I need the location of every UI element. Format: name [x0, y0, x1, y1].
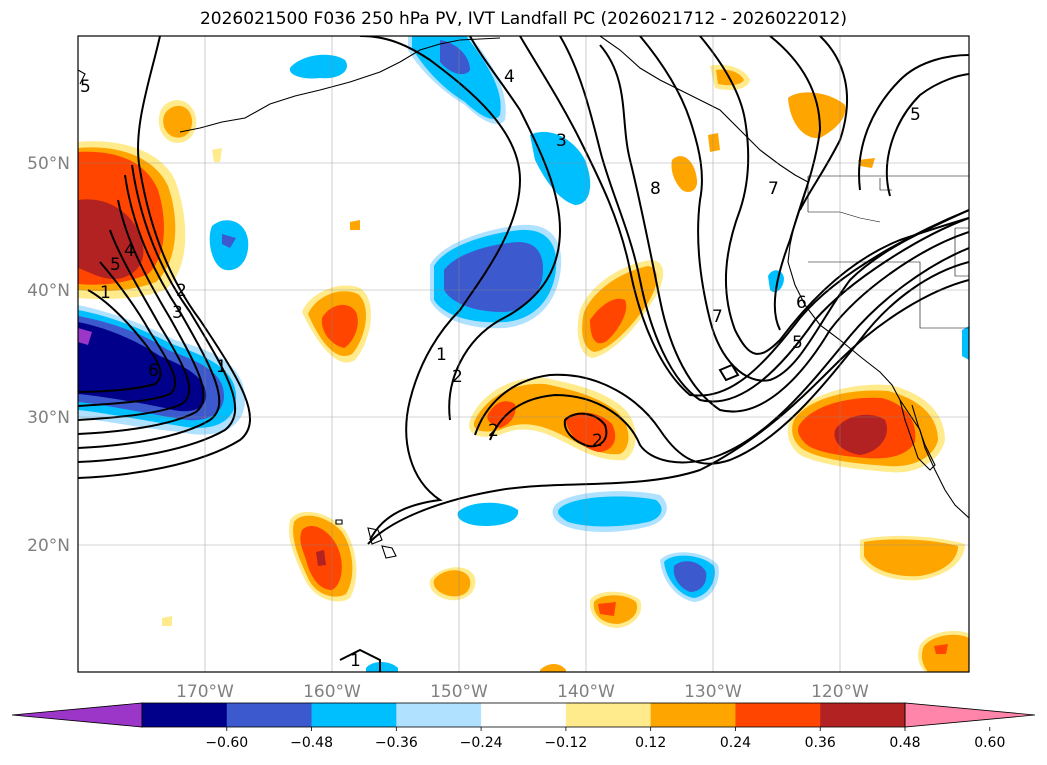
map-content: 4 3 8 7 6 5 1 2 7 5 5 4 5 2 3 6 1 1 2 2 … — [78, 36, 969, 672]
contour-label: 1 — [436, 345, 447, 365]
colorbar-tick-label: −0.48 — [290, 735, 333, 751]
colorbar-extend-low — [11, 702, 143, 728]
contour-labels: 4 3 8 7 6 5 1 2 7 5 5 4 5 2 3 6 1 1 2 2 … — [80, 67, 921, 671]
contour-label: 2 — [176, 281, 187, 301]
contour-label: 2 — [488, 421, 499, 441]
contour-label: 5 — [80, 77, 91, 97]
map-background — [78, 36, 969, 672]
colorbar-tick-label: −0.36 — [375, 735, 418, 751]
gridlines — [78, 36, 969, 672]
contour-label: 6 — [796, 293, 807, 313]
colorbar-tick-label: 0.48 — [889, 735, 920, 751]
contour-label: 1 — [216, 357, 227, 377]
lon-label-130w: 130°W — [684, 682, 742, 702]
colorbar-extend-high — [904, 702, 1036, 728]
pv-contours — [78, 36, 969, 672]
lon-label-150w: 150°W — [430, 682, 488, 702]
contour-label: 5 — [910, 105, 921, 125]
contour-label: 7 — [712, 307, 723, 327]
map-title: 2026021500 F036 250 hPa PV, IVT Landfall… — [199, 9, 847, 29]
colorbar-tick-label: 0.36 — [805, 735, 836, 751]
colorbar-segment — [481, 703, 567, 727]
colorbar-segment — [311, 703, 397, 727]
contour-label: 3 — [172, 303, 183, 323]
contour-label: 3 — [556, 131, 567, 151]
lon-labels: 170°W 160°W 150°W 140°W 130°W 120°W — [176, 682, 869, 702]
lon-label-170w: 170°W — [176, 682, 234, 702]
lon-label-160w: 160°W — [303, 682, 361, 702]
lon-label-140w: 140°W — [557, 682, 615, 702]
contour-label: 2 — [452, 367, 463, 387]
colorbar-segment — [735, 703, 821, 727]
colorbar-segment — [226, 703, 313, 727]
colorbar-segment — [396, 703, 482, 727]
colorbar-tick-label: −0.12 — [544, 735, 587, 751]
colorbar-tick-label: 0.24 — [720, 735, 751, 751]
colorbar-tick-label: 0.60 — [974, 735, 1005, 751]
lat-label-30n: 30°N — [27, 408, 70, 428]
contour-label: 4 — [504, 67, 515, 87]
contour-label: 7 — [768, 179, 779, 199]
borders — [807, 175, 969, 329]
map-frame — [77, 35, 970, 673]
contour-label: 8 — [650, 179, 661, 199]
lat-label-40n: 40°N — [27, 281, 70, 301]
contour-label: 2 — [592, 431, 603, 451]
contour-label: 1 — [350, 651, 361, 671]
colorbar-tick-label: −0.60 — [205, 735, 248, 751]
contour-label: 1 — [100, 283, 111, 303]
lat-labels: 50°N 40°N 30°N 20°N — [27, 154, 70, 556]
colorbar-frame — [141, 702, 906, 728]
colorbar-tick-label: 0.12 — [635, 735, 666, 751]
colorbar-segment — [820, 703, 906, 727]
lat-label-20n: 20°N — [27, 536, 70, 556]
lat-label-50n: 50°N — [27, 154, 70, 174]
contour-label: 5 — [110, 255, 121, 275]
contour-label: 4 — [124, 241, 135, 261]
contour-label: 5 — [792, 333, 803, 353]
colorbar: −0.60 −0.48 −0.36 −0.24 −0.12 0.12 0.24 0.36 0.4… — [11, 702, 1036, 751]
contour-label: 6 — [148, 361, 159, 381]
lon-label-120w: 120°W — [811, 682, 869, 702]
colorbar-segment — [565, 703, 652, 727]
colorbar-tick-label: −0.24 — [460, 735, 503, 751]
colorbar-segment — [142, 703, 228, 727]
colorbar-segment — [650, 703, 736, 727]
